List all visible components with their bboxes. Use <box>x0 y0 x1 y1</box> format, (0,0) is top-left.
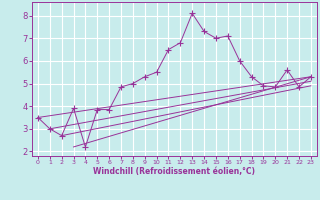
X-axis label: Windchill (Refroidissement éolien,°C): Windchill (Refroidissement éolien,°C) <box>93 167 255 176</box>
